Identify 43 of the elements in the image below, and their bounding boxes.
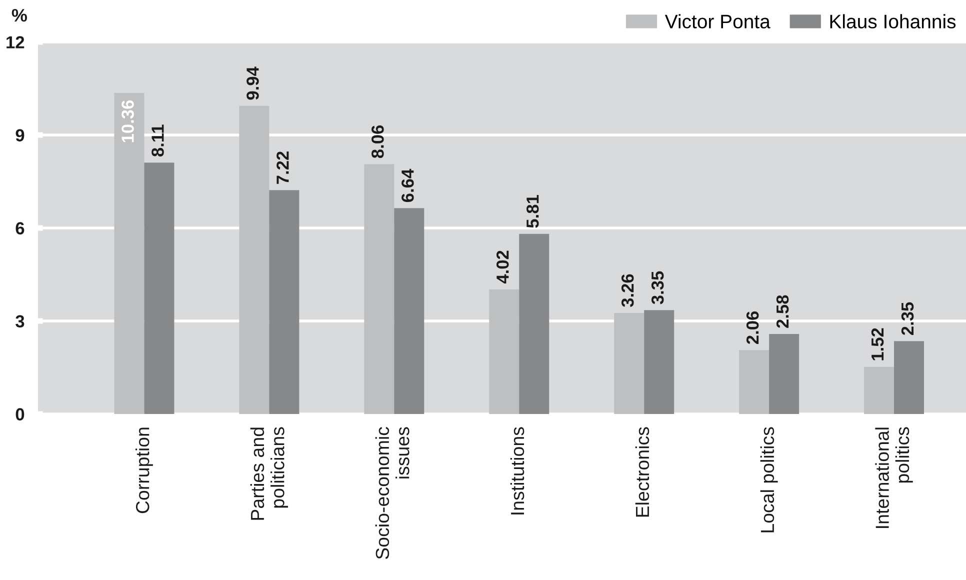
data-label: 2.58	[776, 295, 789, 328]
legend-label: Victor Ponta	[664, 14, 770, 28]
bar	[114, 92, 144, 414]
x-tick-label: Local politics	[760, 427, 778, 532]
data-label: 8.11	[152, 124, 164, 156]
bar	[269, 190, 300, 414]
data-label: 5.81	[526, 195, 539, 228]
data-label: 7.22	[276, 152, 289, 184]
data-label: 2.35	[901, 302, 914, 335]
x-tick-label: Socio-economic issues	[375, 426, 410, 560]
x-tick-label: Parties and politicians	[250, 427, 288, 520]
data-label: 8.06	[372, 125, 384, 158]
x-tick-label: International politics	[875, 427, 913, 528]
bar	[364, 164, 394, 414]
bar	[644, 310, 674, 414]
data-label: 3.35	[651, 271, 664, 304]
bar	[239, 106, 270, 414]
bar	[144, 162, 174, 414]
data-label: 9.94	[246, 66, 259, 100]
bar	[614, 312, 644, 414]
data-label: 4.02	[496, 250, 509, 284]
data-label: 2.06	[746, 311, 759, 344]
data-label: 1.52	[871, 328, 884, 360]
bar	[894, 341, 924, 414]
x-tick-label: Electronics	[635, 427, 650, 517]
bar	[769, 334, 800, 414]
bar	[489, 289, 520, 414]
x-tick-label: Institutions	[510, 427, 524, 514]
y-tick-label: 6	[16, 222, 24, 234]
bar	[864, 366, 894, 414]
data-label: 6.64	[402, 168, 414, 202]
data-label: 3.26	[621, 274, 634, 307]
y-tick-label: 3	[16, 315, 24, 328]
y-tick-label: 12	[6, 36, 24, 48]
y-tick-label: 9	[16, 129, 24, 142]
data-label: 10.36	[122, 100, 134, 142]
bar	[519, 234, 550, 414]
y-tick-label: 0	[16, 408, 24, 420]
bar	[394, 208, 424, 414]
legend-label: Klaus Iohannis	[830, 14, 956, 28]
bar	[739, 350, 770, 414]
x-tick-label: Corruption	[135, 428, 153, 514]
y-axis-title: %	[12, 8, 27, 22]
